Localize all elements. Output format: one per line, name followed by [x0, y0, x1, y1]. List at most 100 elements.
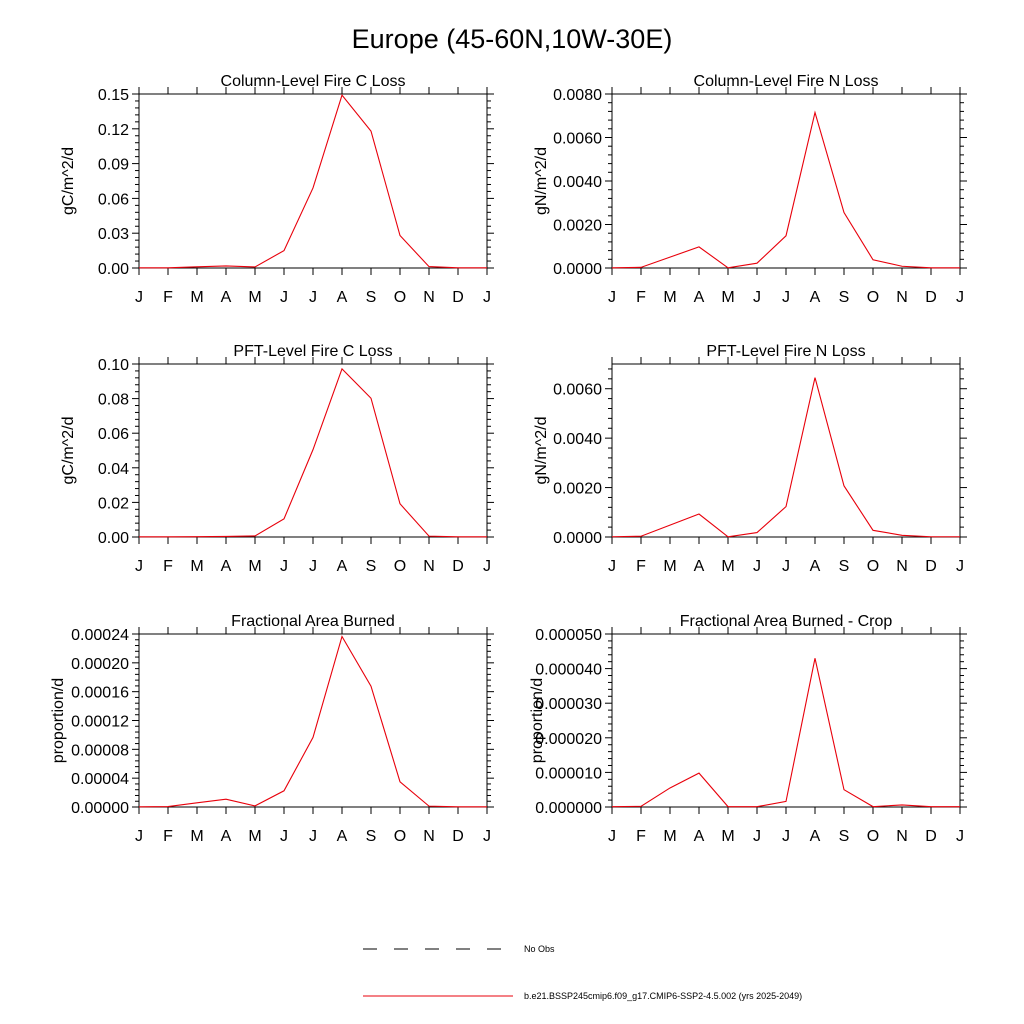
x-tick-label: J [608, 558, 616, 575]
y-tick-label: 0.000000 [535, 800, 602, 817]
x-tick-label: A [221, 289, 232, 306]
y-tick-label: 0.000020 [535, 731, 602, 748]
y-tick-label: 0.03 [98, 226, 129, 243]
chart-title: PFT-Level Fire N Loss [706, 343, 865, 360]
y-tick-label: 0.06 [98, 426, 129, 443]
x-tick-label: F [163, 828, 173, 845]
x-tick-label: S [839, 828, 850, 845]
x-tick-label: J [483, 828, 491, 845]
y-tick-label: 0.0040 [553, 174, 602, 191]
x-tick-label: O [867, 558, 879, 575]
x-tick-label: S [839, 289, 850, 306]
chart-title: Fractional Area Burned - Crop [680, 613, 893, 630]
x-tick-label: J [753, 828, 761, 845]
y-tick-label: 0.000030 [535, 696, 602, 713]
x-tick-label: J [135, 289, 143, 306]
y-tick-label: 0.00 [98, 261, 129, 278]
x-tick-label: M [190, 289, 203, 306]
x-tick-label: J [135, 828, 143, 845]
x-tick-label: J [309, 828, 317, 845]
x-tick-label: F [163, 558, 173, 575]
x-tick-label: J [309, 558, 317, 575]
legend-no-obs-label: No Obs [524, 944, 555, 954]
x-tick-label: J [483, 289, 491, 306]
x-tick-label: A [810, 558, 821, 575]
panel-3: PFT-Level Fire C Loss gC/m^2/d 0.00 0.02 0.0… [60, 343, 494, 575]
x-tick-label: D [925, 828, 937, 845]
x-tick-label: F [636, 289, 646, 306]
x-tick-label: F [636, 828, 646, 845]
y-tick-label: 0.000040 [535, 662, 602, 679]
x-tick-label: O [867, 289, 879, 306]
x-tick-label: N [423, 558, 435, 575]
plot-frame [611, 93, 961, 269]
y-tick-label: 0.00000 [71, 800, 129, 817]
x-tick-label: M [248, 828, 261, 845]
x-tick-label: J [782, 289, 790, 306]
x-tick-label: A [221, 828, 232, 845]
panel-1: Column-Level Fire C Loss gC/m^2/d 0.00 0.03… [60, 73, 494, 306]
x-tick-label: J [280, 828, 288, 845]
panel-5: Fractional Area Burnedproportion/d0.0000… [50, 613, 494, 845]
x-tick-label: J [483, 558, 491, 575]
x-tick-label: S [366, 828, 377, 845]
chart-title: Column-Level Fire N Loss [694, 73, 879, 90]
y-tick-label: 0.00008 [71, 742, 129, 759]
panel-4: PFT-Level Fire N Loss gN/m^2/d 0.0000 0.002… [533, 343, 967, 575]
y-axis-label: proportion/d [529, 678, 546, 763]
chart-title: PFT-Level Fire C Loss [233, 343, 392, 360]
x-tick-label: A [337, 289, 348, 306]
y-tick-label: 0.00016 [71, 685, 129, 702]
x-tick-label: M [190, 558, 203, 575]
x-tick-label: J [608, 289, 616, 306]
y-tick-label: 0.000050 [535, 627, 602, 644]
x-tick-label: S [366, 289, 377, 306]
y-axis-label: gN/m^2/d [533, 147, 550, 215]
x-tick-label: M [663, 289, 676, 306]
x-tick-label: M [248, 558, 261, 575]
x-tick-label: J [753, 558, 761, 575]
y-tick-label: 0.000010 [535, 765, 602, 782]
y-tick-label: 0.02 [98, 495, 129, 512]
y-axis-label: gC/m^2/d [60, 417, 77, 485]
y-tick-label: 0.00012 [71, 714, 129, 731]
y-tick-label: 0.0080 [553, 87, 602, 104]
figure-title: Europe (45-60N,10W-30E) [352, 24, 673, 54]
x-tick-label: J [956, 558, 964, 575]
x-tick-label: J [608, 828, 616, 845]
x-tick-label: J [280, 289, 288, 306]
x-tick-label: S [839, 558, 850, 575]
x-tick-label: D [925, 558, 937, 575]
y-axis-label: gN/m^2/d [533, 417, 550, 485]
y-tick-label: 0.00004 [71, 771, 129, 788]
y-tick-label: 0.0040 [553, 431, 602, 448]
panel-6: Fractional Area Burned - Crop proportion/… [529, 613, 967, 845]
plot-frame [611, 633, 961, 808]
y-tick-label: 0.0020 [553, 218, 602, 235]
y-tick-label: 0.0000 [553, 530, 602, 547]
x-tick-label: A [337, 558, 348, 575]
x-tick-label: O [394, 828, 406, 845]
x-tick-label: D [452, 558, 464, 575]
x-tick-label: J [782, 828, 790, 845]
y-tick-label: 0.15 [98, 87, 129, 104]
y-tick-label: 0.10 [98, 357, 129, 374]
x-tick-label: N [896, 558, 908, 575]
y-tick-label: 0.0060 [553, 382, 602, 399]
x-tick-label: D [925, 289, 937, 306]
series-line [611, 377, 960, 538]
x-tick-label: J [309, 289, 317, 306]
x-tick-label: M [721, 828, 734, 845]
x-tick-label: M [190, 828, 203, 845]
x-tick-label: O [867, 828, 879, 845]
y-axis-label: gC/m^2/d [60, 147, 77, 215]
x-tick-label: A [337, 828, 348, 845]
series-line [139, 367, 487, 538]
x-tick-label: A [810, 828, 821, 845]
legend: No Obs b.e21.BSSP245cmip6.f09_g17.CMIP6-… [363, 944, 802, 1001]
chart-title: Column-Level Fire C Loss [221, 73, 406, 90]
x-tick-label: J [956, 289, 964, 306]
x-tick-label: N [896, 828, 908, 845]
x-tick-label: N [896, 289, 908, 306]
